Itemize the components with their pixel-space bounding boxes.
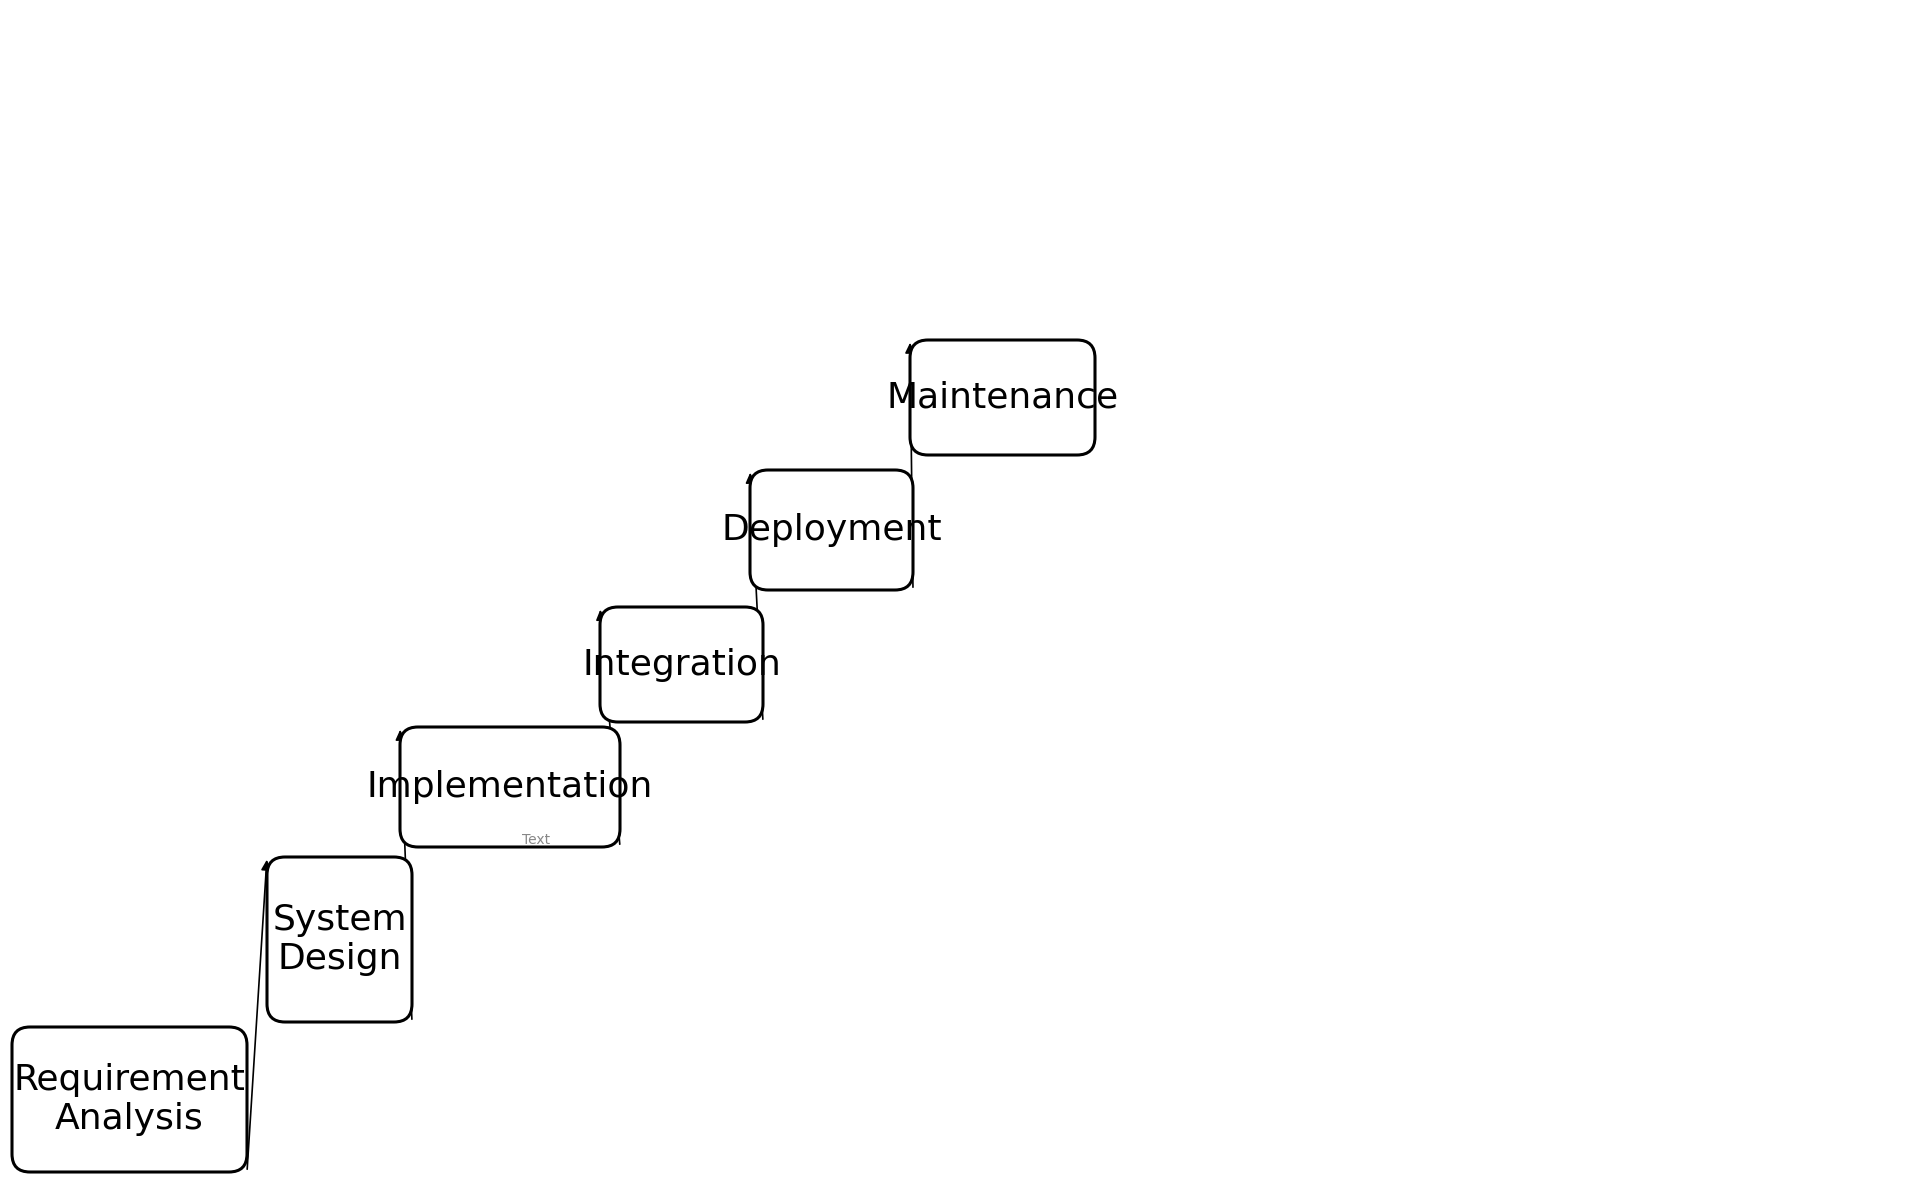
- Text: Integration: Integration: [582, 648, 780, 682]
- Text: Text: Text: [523, 833, 550, 847]
- FancyBboxPatch shape: [600, 608, 763, 722]
- FancyBboxPatch shape: [267, 857, 411, 1022]
- FancyBboxPatch shape: [909, 340, 1096, 455]
- Text: Requirement
Analysis: Requirement Analysis: [13, 1063, 246, 1136]
- Text: Implementation: Implementation: [367, 769, 653, 804]
- Text: System
Design: System Design: [273, 903, 407, 976]
- Text: Deployment: Deployment: [721, 513, 942, 547]
- Text: Maintenance: Maintenance: [886, 381, 1119, 415]
- FancyBboxPatch shape: [12, 1027, 248, 1173]
- FancyBboxPatch shape: [400, 727, 621, 847]
- FancyBboxPatch shape: [750, 470, 913, 590]
